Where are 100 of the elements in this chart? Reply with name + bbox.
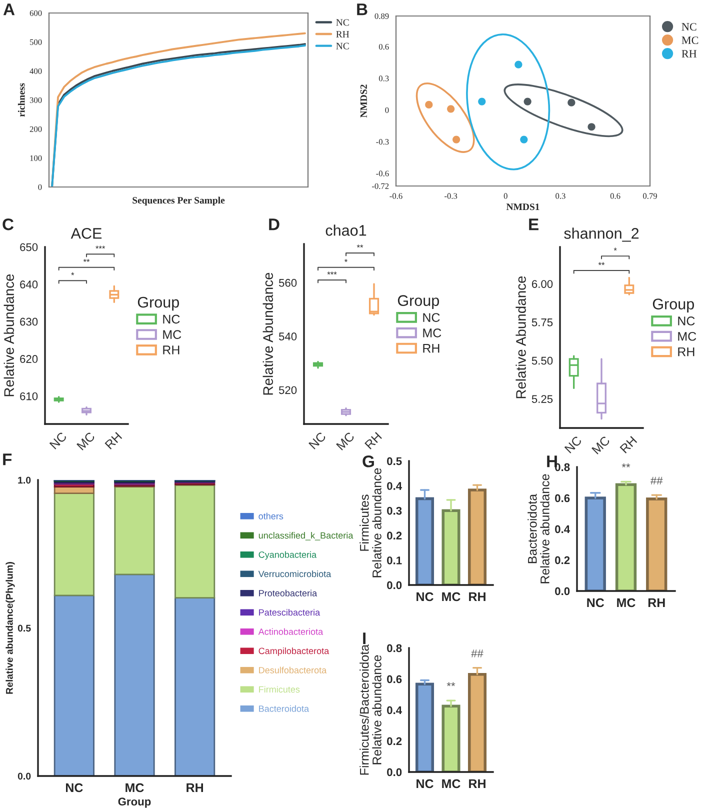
y-tick-label: 0: [385, 107, 389, 113]
legend-title: Group: [138, 296, 179, 311]
y-tick-label: 0.0: [18, 772, 31, 780]
text: I: [363, 632, 366, 644]
y-tick-label: 0.1: [387, 556, 402, 564]
y-tick-label: 0.4: [555, 525, 570, 534]
y-tick-label: 5.75: [532, 318, 553, 326]
x-tick-label: RH: [186, 783, 203, 792]
x-tick-label: MC: [617, 598, 636, 608]
y-tick-label: 0: [38, 184, 42, 190]
legend-label: MC: [678, 332, 696, 341]
text: G: [362, 455, 374, 468]
annotation: ##: [650, 476, 663, 484]
x-tick-label: NC: [308, 432, 326, 450]
x-tick-label: RH: [620, 436, 638, 454]
x-tick-label: MC: [442, 779, 460, 788]
y-tick-label: 520: [278, 386, 297, 394]
y-tick-label: 0.0: [387, 768, 402, 776]
legend-label: RH: [163, 346, 180, 354]
annotation: **: [622, 463, 630, 468]
legend-label: unclassified_k_Bacteria: [258, 532, 354, 540]
x-tick-label: MC: [126, 783, 144, 792]
x-tick-label: MC: [442, 592, 460, 602]
annotation: ##: [471, 650, 484, 658]
legend-title: Group: [652, 298, 694, 312]
annotation: **: [446, 682, 456, 686]
legend-label: Verrucomicrobiota: [258, 570, 332, 578]
y-tick-label: 630: [20, 318, 38, 326]
legend-label: Proteobacteria: [259, 590, 318, 596]
annotation: ***: [327, 272, 337, 275]
y-axis-title: Firmicutes Relative abundance: [360, 468, 382, 578]
y-axis-title: Relative Abundance: [516, 276, 526, 398]
x-tick-label: RH: [364, 432, 382, 450]
legend-label: RH: [423, 344, 440, 353]
x-tick-label: NC: [416, 779, 434, 788]
legend-label: Firmicutes: [259, 686, 300, 693]
x-tick-label: 0.6: [610, 193, 620, 199]
x-tick-label: RH: [104, 432, 122, 450]
x-tick-label: -0.3: [444, 193, 458, 199]
y-tick-label: 1.0: [18, 476, 31, 484]
y-tick-label: -0.6: [376, 170, 389, 176]
legend-label: NC: [336, 19, 349, 26]
legend-label: Campilobacterota: [258, 647, 330, 656]
legend-label: NC: [336, 42, 349, 50]
y-tick-label: 610: [20, 392, 38, 400]
x-tick-label: 0.79: [643, 193, 657, 199]
legend-label: MC: [682, 36, 698, 44]
legend-label: MC: [423, 328, 442, 338]
y-tick-label: 0.3: [378, 76, 389, 82]
y-tick-label: 0.4: [387, 482, 402, 490]
x-tick-label: MC: [591, 436, 610, 454]
text: B: [357, 4, 368, 16]
annotation: **: [356, 244, 364, 248]
y-tick-label: 5.25: [532, 395, 553, 403]
y-tick-label: 540: [278, 332, 297, 340]
y-tick-label: 500: [30, 39, 42, 45]
y-tick-label: 0.6: [387, 675, 402, 684]
annotation: ***: [96, 246, 106, 249]
legend-label: Patescibacteria: [259, 608, 320, 616]
x-tick-label: NC: [564, 436, 582, 454]
y-axis-title: Bacteroidota Relative abundance: [528, 474, 550, 584]
y-tick-label: 0.8: [387, 644, 402, 652]
x-axis-title: Group: [118, 798, 151, 808]
y-tick-label: 300: [30, 97, 42, 103]
chart-title: ACE: [70, 228, 102, 239]
y-tick-label: 6.00: [532, 280, 553, 288]
y-axis-title: Relative Abundance: [262, 272, 273, 395]
y-tick-label: 0.5: [18, 624, 31, 632]
annotation: *: [71, 272, 74, 276]
chart-title: chao1: [326, 224, 366, 236]
annotation: *: [614, 248, 617, 251]
text: D: [269, 218, 280, 230]
legend-label: Cyanobacteria: [258, 551, 317, 560]
y-tick-label: 0.89: [374, 13, 389, 20]
legend-label: RH: [678, 347, 694, 356]
x-tick-label: 0: [504, 193, 508, 199]
legend-label: NC: [682, 23, 696, 31]
x-tick-label: RH: [469, 779, 486, 788]
annotation: **: [598, 262, 605, 266]
x-tick-label: NC: [416, 592, 434, 602]
y-tick-label: 600: [30, 10, 42, 16]
chart-title: shannon_2: [564, 228, 639, 242]
x-tick-label: MC: [336, 432, 355, 450]
legend-label: NC: [163, 314, 180, 324]
y-axis-title: richness: [18, 83, 25, 117]
y-axis-title: NMDS2: [360, 84, 367, 118]
x-tick-label: NC: [66, 783, 83, 792]
annotation: **: [83, 259, 90, 262]
legend-label: NC: [423, 313, 440, 322]
x-axis-title: NMDS1: [506, 204, 540, 210]
x-axis-title: Sequences Per Sample: [132, 196, 225, 206]
y-tick-label: 0.6: [378, 44, 389, 50]
annotation: *: [344, 259, 348, 262]
y-tick-label: 0.3: [387, 506, 402, 515]
y-tick-label: -0.72: [372, 183, 389, 190]
legend-label: NC: [678, 316, 695, 326]
legend-label: Bacteroidota: [259, 705, 310, 712]
y-tick-label: 0.5: [387, 457, 402, 466]
y-tick-label: 0.4: [387, 706, 402, 714]
legend-label: Actinobacteriota: [258, 628, 324, 635]
